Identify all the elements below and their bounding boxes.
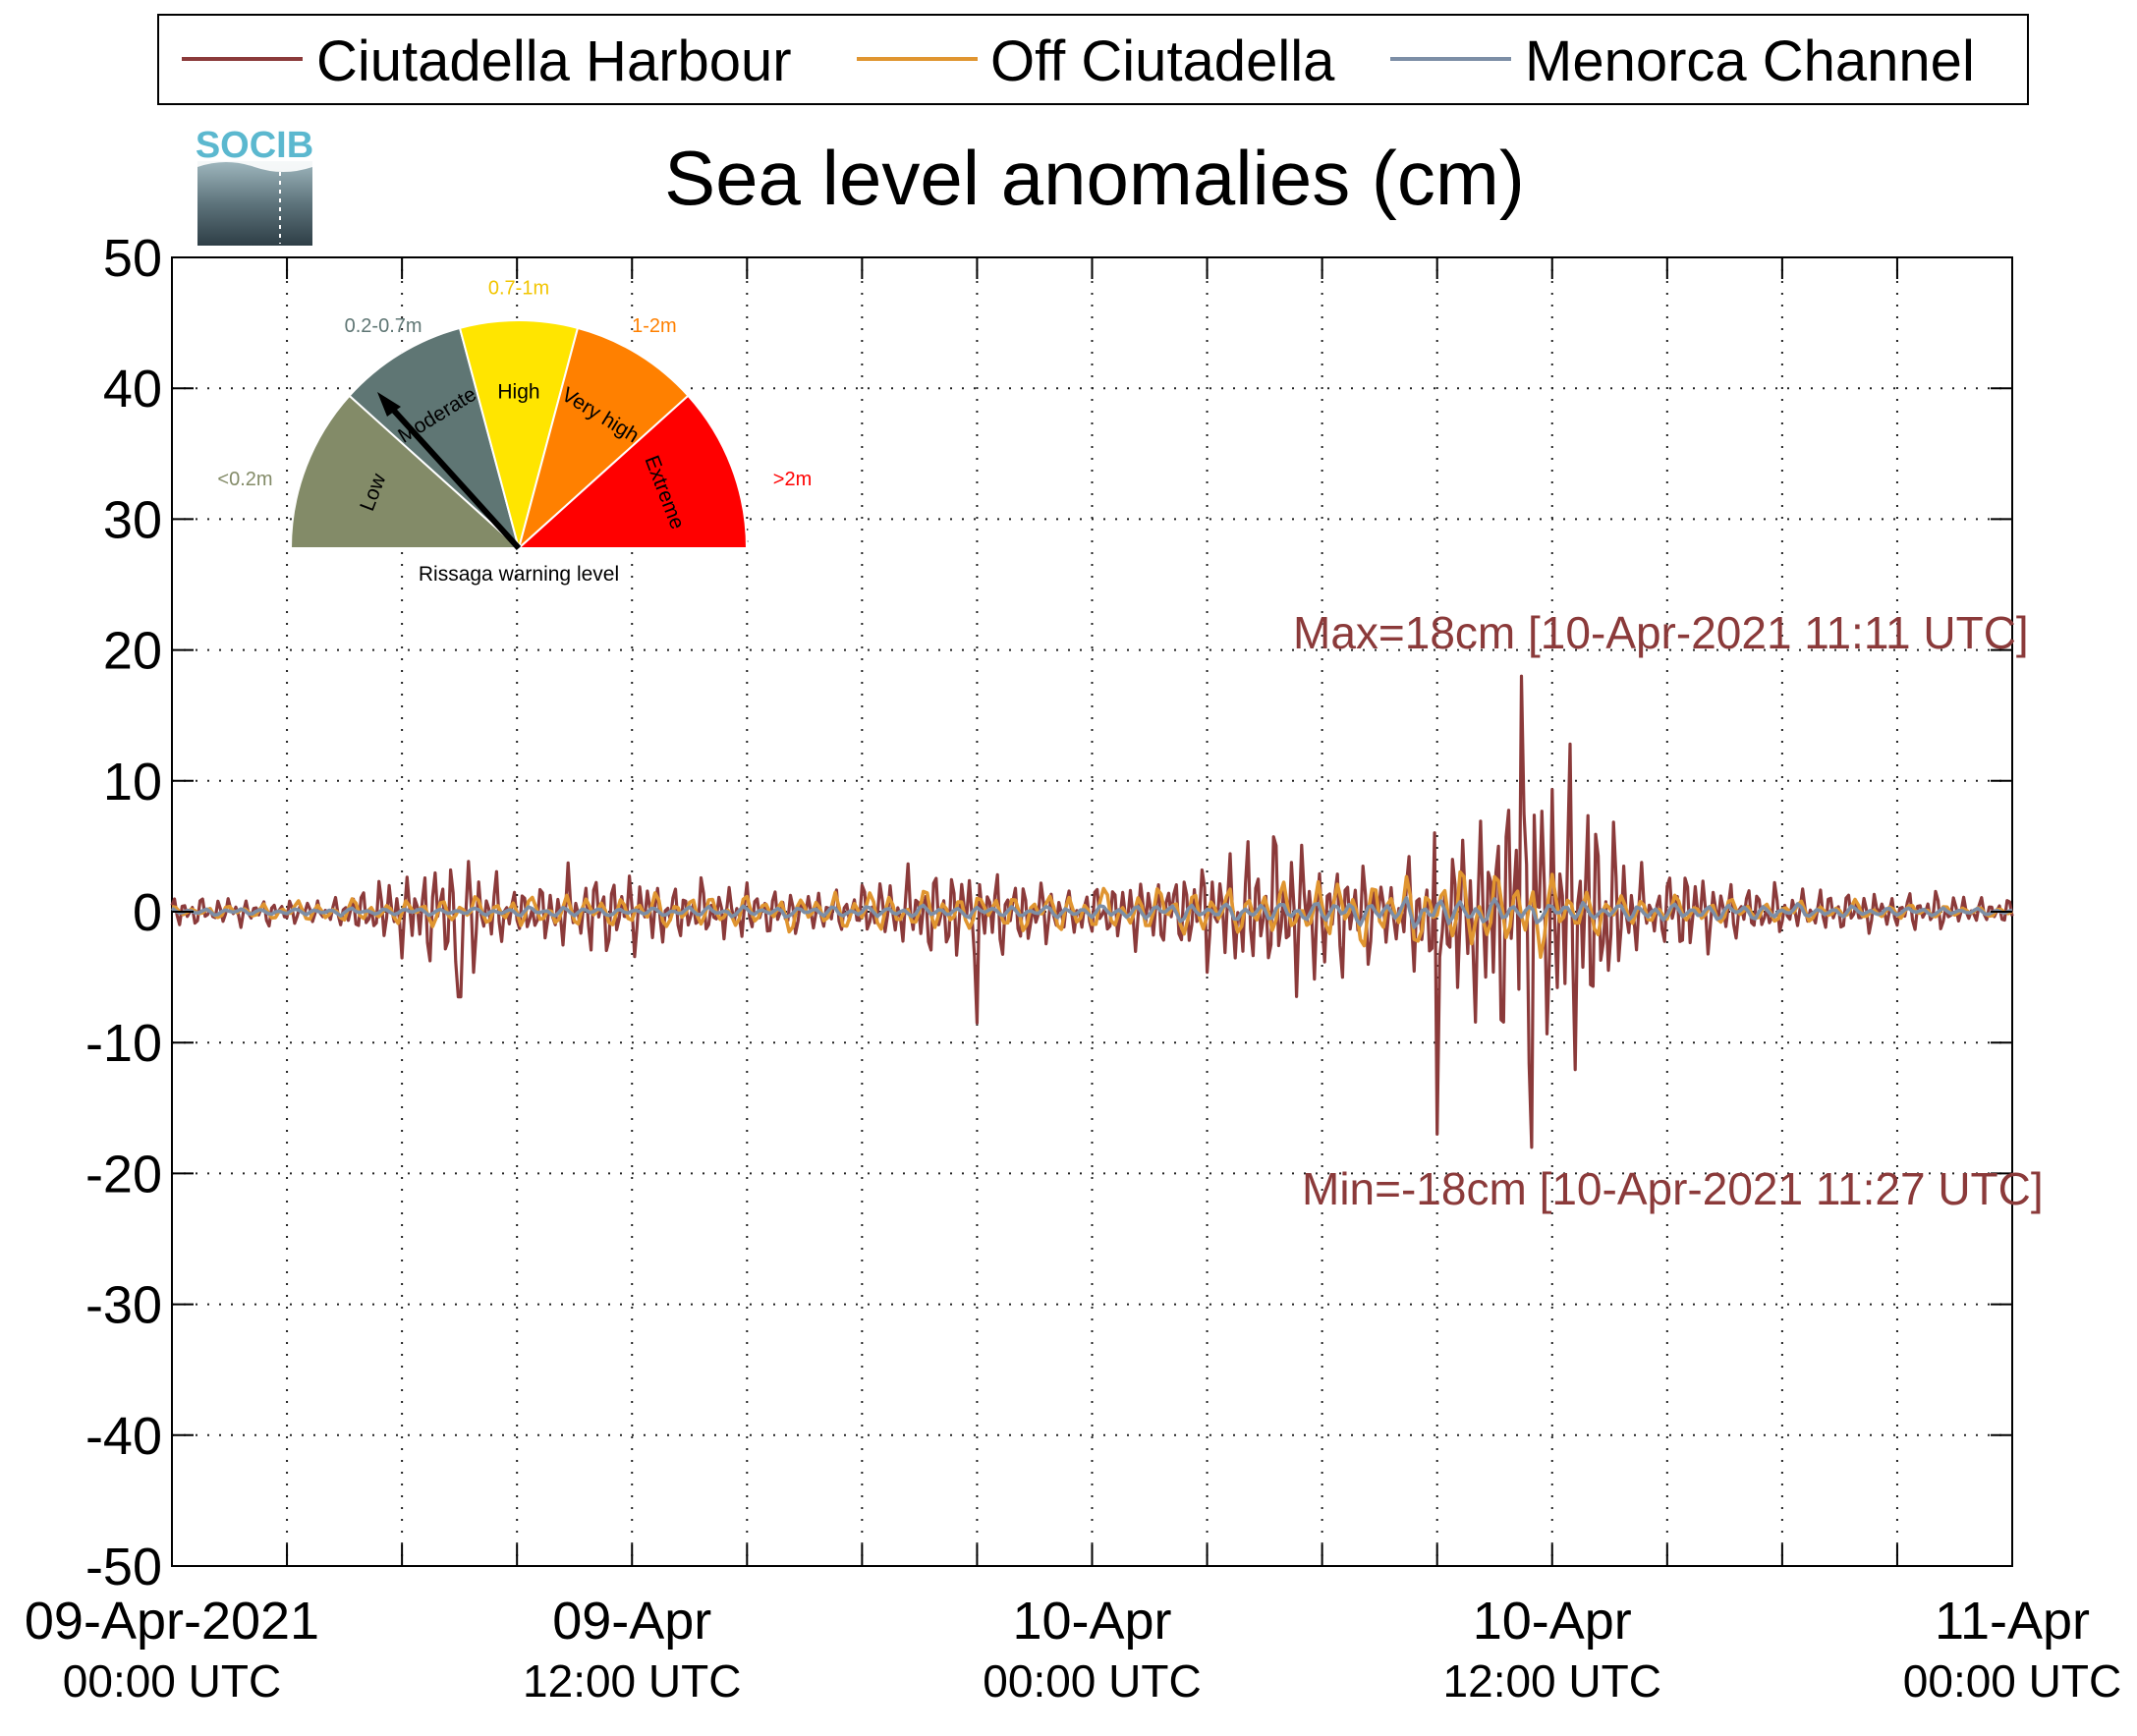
y-tick-label: -50 bbox=[85, 1538, 162, 1596]
gauge-segment-high bbox=[458, 319, 580, 552]
gauge-segment-extreme bbox=[516, 394, 749, 549]
series-off-ciutadella bbox=[171, 869, 2013, 959]
socib-logo: SOCIB bbox=[196, 125, 313, 246]
legend: Ciutadella Harbour Off Ciutadella Menorc… bbox=[157, 14, 2029, 105]
x-tick-label-date: 09-Apr-2021 bbox=[25, 1592, 319, 1651]
series-layer bbox=[170, 674, 2014, 1149]
gauge-needle-arrowhead-icon bbox=[377, 392, 401, 417]
legend-label-off-ciutadella: Off Ciutadella bbox=[990, 29, 1335, 93]
y-tick-label: 0 bbox=[133, 883, 162, 942]
gauge-segment-label: High bbox=[497, 381, 539, 404]
series-menorca-channel bbox=[170, 896, 2013, 929]
legend-box bbox=[157, 14, 2029, 105]
socib-logo-text: SOCIB bbox=[196, 125, 313, 166]
gauge-range-label: >2m bbox=[773, 469, 812, 490]
gauge-needle bbox=[382, 398, 522, 551]
gauge-caption: Rissaga warning level bbox=[419, 563, 619, 586]
y-tick-label: 50 bbox=[103, 229, 162, 288]
y-tick-label: 10 bbox=[103, 753, 162, 812]
x-tick-label-date: 10-Apr bbox=[1473, 1592, 1632, 1651]
y-tick-label: 40 bbox=[103, 360, 162, 419]
max-annotation: Max=18cm [10-Apr-2021 11:11 UTC] bbox=[1293, 607, 2029, 658]
x-tick-label-time: 12:00 UTC bbox=[523, 1655, 741, 1707]
min-annotation: Min=-18cm [10-Apr-2021 11:27 UTC] bbox=[1302, 1163, 2044, 1214]
gauge-segment-low bbox=[289, 394, 522, 549]
x-tick-label-date: 09-Apr bbox=[552, 1592, 711, 1651]
y-tick-label: -20 bbox=[85, 1145, 162, 1204]
x-tick-label-time: 00:00 UTC bbox=[1903, 1655, 2121, 1707]
y-tick-label: -10 bbox=[85, 1014, 162, 1073]
y-tick-label: 20 bbox=[103, 622, 162, 681]
gauge-range-label: 1-2m bbox=[632, 315, 677, 337]
y-tick-label: 30 bbox=[103, 490, 162, 549]
legend-label-ciutadella-harbour: Ciutadella Harbour bbox=[316, 29, 792, 93]
gauge-segment-very-high bbox=[517, 326, 690, 552]
legend-label-menorca-channel: Menorca Channel bbox=[1525, 29, 1975, 93]
x-tick-label-time: 12:00 UTC bbox=[1443, 1655, 1661, 1707]
x-tick-label-time: 00:00 UTC bbox=[63, 1655, 281, 1707]
x-tick-label-date: 10-Apr bbox=[1012, 1592, 1171, 1651]
gauge-range-label: <0.2m bbox=[217, 469, 272, 490]
gauge-segment-moderate bbox=[348, 326, 521, 552]
gauge-range-label: 0.7-1m bbox=[488, 277, 549, 299]
gauge-range-label: 0.2-0.7m bbox=[345, 315, 422, 337]
x-tick-label-time: 00:00 UTC bbox=[983, 1655, 1201, 1707]
gauge-segments bbox=[289, 319, 749, 552]
y-tick-label: -30 bbox=[85, 1276, 162, 1335]
x-tick-label-date: 11-Apr bbox=[1935, 1592, 2090, 1651]
axes-layer: 50403020100-10-20-30-40-5009-Apr-202100:… bbox=[25, 229, 2121, 1707]
chart-title: Sea level anomalies (cm) bbox=[664, 135, 1525, 221]
y-tick-label: -40 bbox=[85, 1407, 162, 1466]
